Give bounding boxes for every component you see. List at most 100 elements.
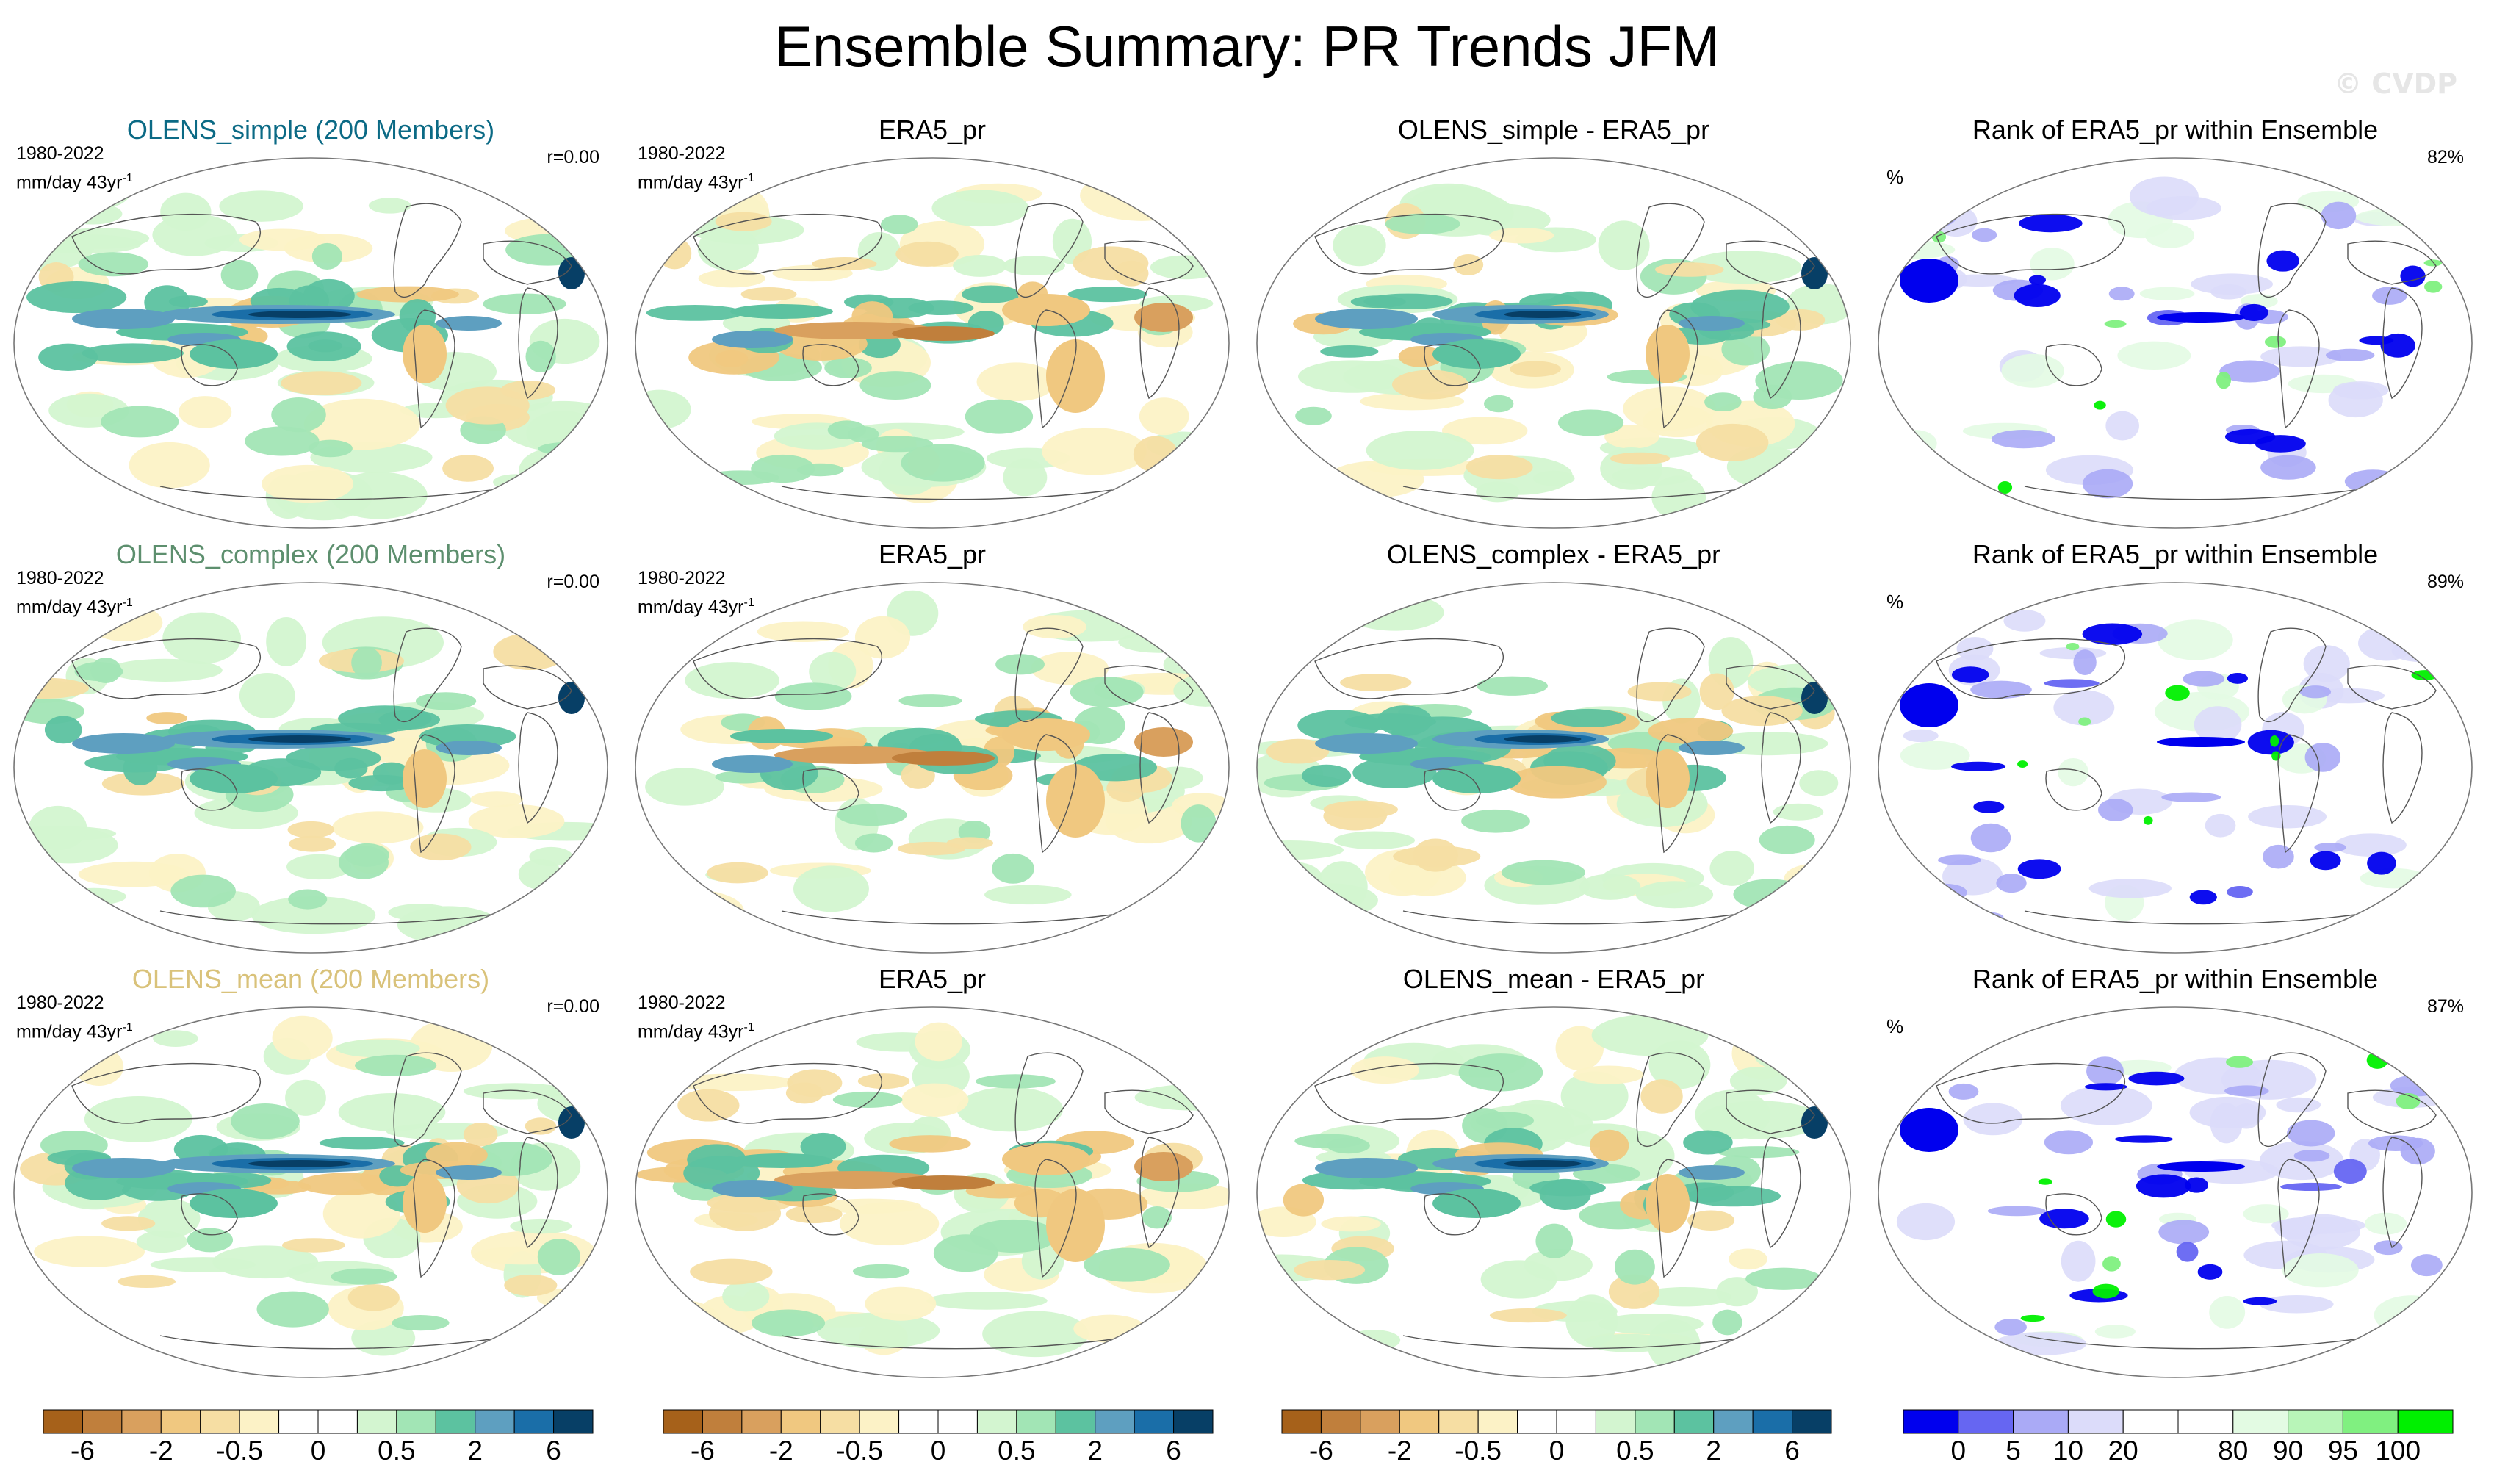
shading-patch bbox=[331, 1268, 397, 1285]
percent-unit-label: % bbox=[1886, 1015, 1904, 1037]
shading-patch bbox=[1721, 333, 1770, 366]
shading-patch bbox=[2260, 455, 2316, 480]
colorbar-box bbox=[780, 1409, 821, 1434]
shading-patch bbox=[1295, 406, 1332, 425]
coastline bbox=[1636, 627, 1705, 723]
shading-patch bbox=[1046, 764, 1105, 838]
colorbar-box bbox=[1752, 1409, 1793, 1434]
panel-model-row1: OLENS_simple (200 Members) 1980-2022 mm/da… bbox=[0, 115, 621, 539]
shading-patch bbox=[339, 845, 389, 879]
shading-patch bbox=[2061, 1240, 2096, 1282]
shading-patch bbox=[2360, 868, 2428, 889]
shading-patch bbox=[892, 1175, 995, 1190]
shading-patch bbox=[852, 1264, 910, 1279]
colorbar-box bbox=[1556, 1409, 1596, 1434]
shading-patch bbox=[976, 362, 1056, 402]
shading-patch bbox=[1635, 881, 1714, 909]
shading-patch bbox=[2380, 333, 2415, 358]
coastline bbox=[2257, 1052, 2327, 1148]
shading-patch bbox=[2333, 1159, 2367, 1184]
shading-patch bbox=[378, 710, 440, 730]
shading-patch bbox=[933, 1234, 998, 1272]
coastline bbox=[413, 1159, 455, 1278]
colorbar-box bbox=[2342, 1409, 2399, 1434]
shading-patch bbox=[2304, 742, 2341, 772]
shading-patch bbox=[837, 804, 907, 826]
shading-patch bbox=[2314, 843, 2347, 852]
shading-patch bbox=[558, 257, 585, 289]
period-label: 1980-2022 bbox=[16, 143, 104, 164]
units-text: mm/day 43yr bbox=[638, 1021, 744, 1042]
shading-patch bbox=[245, 426, 320, 456]
colorbar-box bbox=[1095, 1409, 1135, 1434]
shading-patch bbox=[266, 616, 307, 666]
shading-patch bbox=[865, 1286, 937, 1321]
shading-patch bbox=[2227, 672, 2248, 684]
shading-patch bbox=[1321, 1216, 1381, 1232]
shading-patch bbox=[1994, 1319, 2027, 1336]
shading-patch bbox=[271, 397, 326, 433]
shading-patch bbox=[1623, 386, 1716, 431]
shading-patch bbox=[722, 1281, 770, 1312]
shading-patch bbox=[1948, 1083, 1979, 1100]
shading-patch bbox=[2157, 619, 2233, 660]
shading-patch bbox=[709, 1195, 782, 1231]
shading-patch bbox=[2183, 671, 2225, 687]
shading-patch bbox=[2263, 844, 2294, 869]
colorbar-label: 0.5 bbox=[1616, 1436, 1654, 1466]
shading-patch bbox=[2146, 196, 2221, 220]
colorbar-box bbox=[396, 1409, 436, 1434]
colorbar-box bbox=[2177, 1409, 2234, 1434]
shading-patch bbox=[1042, 428, 1147, 475]
shading-patch bbox=[793, 865, 869, 912]
shading-patch bbox=[1759, 825, 1815, 854]
shading-patch bbox=[1532, 470, 1575, 486]
shading-patch bbox=[2030, 248, 2075, 281]
colorbar-box bbox=[2122, 1409, 2179, 1434]
pattern-correlation: r=0.00 bbox=[547, 572, 599, 592]
shading-patch bbox=[2264, 336, 2287, 348]
robinson-map bbox=[1878, 1006, 2473, 1378]
shading-patch bbox=[62, 173, 131, 209]
colorbar-label: 0.5 bbox=[378, 1436, 416, 1466]
shading-patch bbox=[2084, 1083, 2127, 1091]
shading-patch bbox=[2293, 1150, 2330, 1162]
shading-patch bbox=[288, 889, 328, 910]
shading-patch bbox=[908, 300, 974, 315]
shading-patch bbox=[442, 455, 494, 482]
shading-patch bbox=[2105, 1211, 2127, 1228]
colorbar-box bbox=[820, 1409, 860, 1434]
coastline bbox=[2045, 1193, 2102, 1236]
robinson-map bbox=[635, 1006, 1230, 1378]
shading-patch bbox=[2094, 400, 2106, 410]
shading-patch bbox=[635, 389, 691, 430]
colorbar-box bbox=[1517, 1409, 1557, 1434]
shading-patch bbox=[1991, 430, 2056, 449]
shading-patch bbox=[2082, 623, 2143, 645]
shading-patch bbox=[2335, 833, 2407, 857]
coastline bbox=[2347, 240, 2437, 285]
shading-patch bbox=[2082, 469, 2133, 499]
shading-patch bbox=[2276, 1097, 2321, 1113]
trend-colorbar: -6 -2 -0.5 0 0.5 2 6 bbox=[1281, 1409, 1839, 1475]
shading-patch bbox=[1480, 1260, 1557, 1299]
shading-patch bbox=[809, 652, 857, 691]
panel-title: OLENS_complex - ERA5_pr bbox=[1386, 539, 1721, 569]
shading-patch bbox=[26, 281, 127, 314]
shading-patch bbox=[1021, 1242, 1064, 1280]
shading-patch bbox=[137, 1198, 201, 1239]
colorbar-label: 0 bbox=[310, 1436, 326, 1466]
shading-patch bbox=[2157, 737, 2245, 747]
shading-patch bbox=[859, 371, 931, 400]
shading-patch bbox=[351, 646, 382, 679]
colorbar-box bbox=[356, 1409, 397, 1434]
shading-patch bbox=[2209, 1296, 2246, 1329]
shading-patch bbox=[2224, 428, 2276, 445]
robinson-map bbox=[13, 157, 608, 529]
coastline bbox=[518, 287, 558, 400]
robinson-map bbox=[13, 1006, 608, 1378]
field-shading bbox=[1888, 609, 2464, 934]
shading-patch bbox=[153, 1030, 198, 1048]
colorbar-box bbox=[1173, 1409, 1214, 1434]
shading-patch bbox=[34, 1236, 145, 1267]
